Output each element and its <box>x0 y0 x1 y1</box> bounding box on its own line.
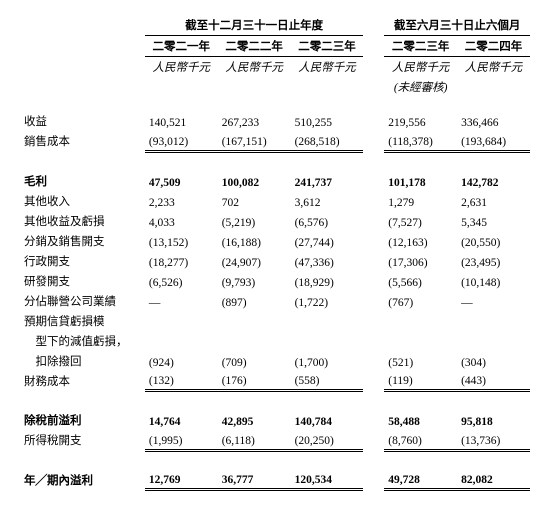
audit-note: (未經審核) <box>384 77 457 97</box>
row-tax: 所得稅開支 (1,995) (6,118) (20,250) (8,760) (… <box>20 430 530 450</box>
ecl-label-2: 型下的減值虧損， <box>20 331 145 351</box>
ecl-label-1: 預期信貸虧損模 <box>20 311 145 331</box>
period1-header: 截至十二月三十一日止年度 <box>145 15 364 36</box>
row-selling: 分銷及銷售開支 (13,152) (16,188) (27,744) (12,1… <box>20 231 530 251</box>
revenue-label: 收益 <box>20 111 145 131</box>
admin-label: 行政開支 <box>20 251 145 271</box>
rnd-label: 研發開支 <box>20 271 145 291</box>
ecl-label-3: 扣除撥回 <box>20 351 145 371</box>
gross-profit-label: 毛利 <box>20 171 145 191</box>
row-admin: 行政開支 (18,277) (24,907) (47,336) (17,306)… <box>20 251 530 271</box>
cogs-label: 銷售成本 <box>20 131 145 151</box>
other-income-label: 其他收入 <box>20 191 145 211</box>
row-ecl-1: 預期信貸虧損模 <box>20 311 530 331</box>
col-year-5: 二零二四年 <box>457 36 530 57</box>
row-ecl-3: 扣除撥回 (924) (709) (1,700) (521) (304) <box>20 351 530 371</box>
unit-3: 人民幣千元 <box>291 57 364 78</box>
unit-1: 人民幣千元 <box>145 57 218 78</box>
assoc-label: 分佔聯營公司業績 <box>20 291 145 311</box>
row-cogs: 銷售成本 (93,012) (167,151) (268,518) (118,3… <box>20 131 530 151</box>
row-finance: 財務成本 (132) (176) (558) (119) (443) <box>20 371 530 391</box>
col-year-4: 二零二三年 <box>384 36 457 57</box>
tax-label: 所得稅開支 <box>20 430 145 450</box>
period2-header: 截至六月三十日止六個月 <box>384 15 530 36</box>
other-gain-label: 其他收益及虧損 <box>20 211 145 231</box>
unit-4: 人民幣千元 <box>384 57 457 78</box>
col-year-3: 二零二三年 <box>291 36 364 57</box>
row-net: 年╱期內溢利 12,769 36,777 120,534 49,728 82,0… <box>20 470 530 490</box>
finance-label: 財務成本 <box>20 371 145 391</box>
pbt-label: 除稅前溢利 <box>20 410 145 430</box>
unit-5: 人民幣千元 <box>457 57 530 78</box>
row-other-income: 其他收入 2,233 702 3,612 1,279 2,631 <box>20 191 530 211</box>
unit-2: 人民幣千元 <box>218 57 291 78</box>
financial-statement: 截至十二月三十一日止年度 截至六月三十日止六個月 二零二一年 二零二二年 二零二… <box>20 15 530 500</box>
row-pbt: 除稅前溢利 14,764 42,895 140,784 58,488 95,81… <box>20 410 530 430</box>
row-ecl-2: 型下的減值虧損， <box>20 331 530 351</box>
col-year-1: 二零二一年 <box>145 36 218 57</box>
row-rnd: 研發開支 (6,526) (9,793) (18,929) (5,566) (1… <box>20 271 530 291</box>
selling-label: 分銷及銷售開支 <box>20 231 145 251</box>
col-year-2: 二零二二年 <box>218 36 291 57</box>
row-revenue: 收益 140,521 267,233 510,255 219,556 336,4… <box>20 111 530 131</box>
net-label: 年╱期內溢利 <box>20 470 145 490</box>
row-assoc: 分佔聯營公司業績 — (897) (1,722) (767) — <box>20 291 530 311</box>
row-gross-profit: 毛利 47,509 100,082 241,737 101,178 142,78… <box>20 171 530 191</box>
row-other-gain: 其他收益及虧損 4,033 (5,219) (6,576) (7,527) 5,… <box>20 211 530 231</box>
